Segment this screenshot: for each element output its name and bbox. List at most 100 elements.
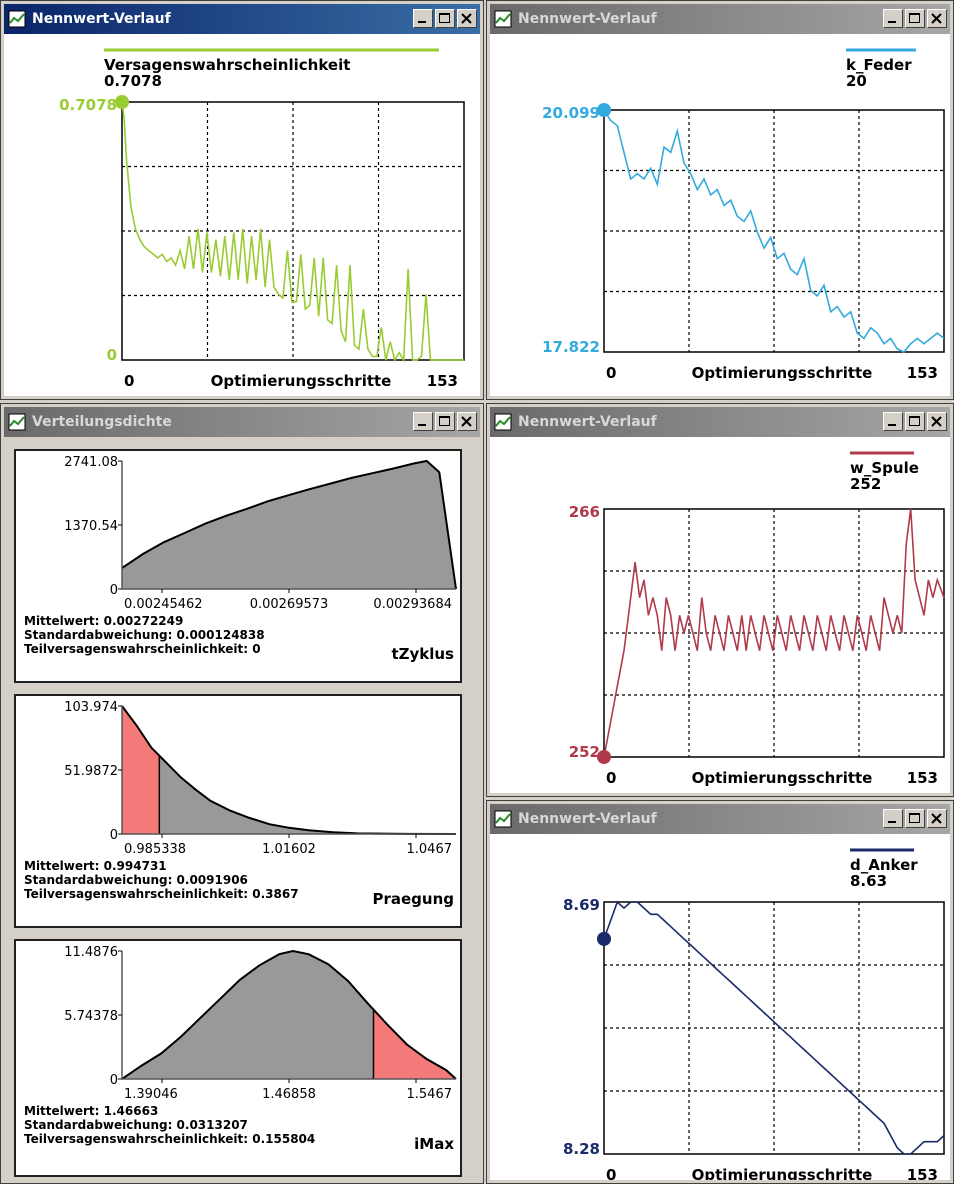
close-icon <box>931 416 942 427</box>
maximize-button[interactable] <box>905 9 925 28</box>
window-title: Nennwert-Verlauf <box>32 11 171 27</box>
x-tick-left: 0 <box>606 364 616 382</box>
failure-area <box>122 706 160 834</box>
plot-area: w_Spule 252 266 252 0 Optimierungsschritte 153 <box>490 437 950 793</box>
window-w-spule[interactable]: Nennwert-Verlauf w_Spule 252 266 252 0 Optimi… <box>486 403 954 797</box>
minimize-button[interactable] <box>883 9 903 28</box>
plot-area: Versagenswahrscheinlichkeit 0.7078 0.7078 0… <box>4 34 480 396</box>
maximize-icon <box>439 13 450 23</box>
mean-text: Mittelwert: 1.46663 <box>24 1104 158 1118</box>
close-button[interactable] <box>927 809 947 828</box>
legend-value: 8.63 <box>850 872 887 890</box>
close-icon <box>931 813 942 824</box>
density-area <box>122 461 456 589</box>
minimize-icon <box>888 821 896 823</box>
x-axis-label: Optimierungsschritte <box>692 769 873 787</box>
density-curve <box>121 949 457 1080</box>
titlebar[interactable]: Nennwert-Verlauf <box>490 407 950 437</box>
x-tick-label: 0.985338 <box>124 842 186 857</box>
window-title: Nennwert-Verlauf <box>518 811 657 827</box>
x-tick-label: 1.39046 <box>124 1087 178 1102</box>
density-curve <box>121 705 457 835</box>
titlebar[interactable]: Nennwert-Verlauf <box>4 4 480 34</box>
x-tick-right: 153 <box>907 1166 938 1182</box>
series-line <box>603 508 945 758</box>
legend-label: w_Spule <box>850 459 919 477</box>
stddev-text: Standardabweichung: 0.000124838 <box>24 628 265 642</box>
failure-area <box>373 1009 456 1079</box>
close-button[interactable] <box>927 412 947 431</box>
legend-label: k_Feder <box>846 56 912 74</box>
x-tick-left: 0 <box>606 769 616 787</box>
maximize-icon <box>909 416 920 426</box>
maximize-button[interactable] <box>905 412 925 431</box>
close-button[interactable] <box>457 9 477 28</box>
minimize-button[interactable] <box>883 412 903 431</box>
x-tick-label: 0.00293684 <box>373 597 452 612</box>
minimize-icon <box>418 424 426 426</box>
y-tick-label: 5.74378 <box>64 1009 118 1024</box>
minimize-icon <box>888 21 896 23</box>
chart-app-icon <box>8 10 26 28</box>
x-tick-left: 0 <box>606 1166 616 1182</box>
x-axis-label: Optimierungsschritte <box>211 372 392 390</box>
close-icon <box>931 13 942 24</box>
x-tick-right: 153 <box>907 769 938 787</box>
chart-app-icon <box>494 10 512 28</box>
y-tick-label: 0 <box>110 828 118 843</box>
minimize-button[interactable] <box>413 9 433 28</box>
maximize-button[interactable] <box>905 809 925 828</box>
legend-label: d_Anker <box>850 856 918 874</box>
x-tick-label: 1.01602 <box>262 842 316 857</box>
failure-probability-text: Teilversagenswahrscheinlichkeit: 0 <box>24 642 261 656</box>
y-tick-label: 11.4876 <box>64 945 118 960</box>
density-curve <box>121 459 457 590</box>
window-title: Verteilungsdichte <box>32 414 172 430</box>
minimize-button[interactable] <box>413 412 433 431</box>
y-tick-bottom: 0 <box>107 346 117 364</box>
start-marker <box>597 103 611 117</box>
density-chart-tzyklus: 2741.08 1370.54 0 0.00245462 0.00269573 0.002… <box>24 455 457 663</box>
y-tick-top: 266 <box>569 503 600 521</box>
window-d-anker[interactable]: Nennwert-Verlauf d_Anker 8.63 8.69 8.28 0 Opt… <box>486 800 954 1184</box>
y-tick-label: 51.9872 <box>64 764 118 779</box>
minimize-icon <box>888 424 896 426</box>
maximize-icon <box>909 13 920 23</box>
x-tick-label: 1.0467 <box>407 842 453 857</box>
close-button[interactable] <box>927 9 947 28</box>
close-icon <box>461 416 472 427</box>
series-line <box>603 900 945 1155</box>
window-verteilungsdichte[interactable]: Verteilungsdichte 2741.08 1370.54 0 0.00245… <box>0 403 484 1184</box>
failure-probability-text: Teilversagenswahrscheinlichkeit: 0.3867 <box>24 887 299 901</box>
y-tick-bottom: 17.822 <box>542 338 600 356</box>
chart-app-icon <box>494 810 512 828</box>
x-tick-label: 0.00269573 <box>250 597 329 612</box>
titlebar[interactable]: Nennwert-Verlauf <box>490 804 950 834</box>
y-tick-label: 103.974 <box>64 700 118 715</box>
window-k-feder[interactable]: Nennwert-Verlauf k_Feder 20 20.099 17.822 0 O… <box>486 0 954 400</box>
x-axis-label: Optimierungsschritte <box>692 364 873 382</box>
close-button[interactable] <box>457 412 477 431</box>
y-tick-label: 1370.54 <box>64 519 118 534</box>
minimize-button[interactable] <box>883 809 903 828</box>
legend-value: 252 <box>850 475 881 493</box>
start-marker <box>115 95 129 109</box>
maximize-button[interactable] <box>435 412 455 431</box>
x-tick-label: 0.00245462 <box>124 597 203 612</box>
variable-name: iMax <box>414 1135 454 1153</box>
maximize-button[interactable] <box>435 9 455 28</box>
y-tick-bottom: 252 <box>569 743 600 761</box>
density-area <box>122 951 456 1079</box>
legend-label: Versagenswahrscheinlichkeit <box>104 56 350 74</box>
titlebar[interactable]: Nennwert-Verlauf <box>490 4 950 34</box>
series-line <box>603 109 945 353</box>
y-tick-top: 8.69 <box>563 896 600 914</box>
distribution-panels: 2741.08 1370.54 0 0.00245462 0.00269573 0.002… <box>4 437 480 1180</box>
titlebar[interactable]: Verteilungsdichte <box>4 407 480 437</box>
series-line <box>121 101 464 363</box>
mean-text: Mittelwert: 0.994731 <box>24 859 167 873</box>
x-axis-label: Optimierungsschritte <box>692 1166 873 1182</box>
window-versagenswahrscheinlichkeit[interactable]: Nennwert-Verlauf Versagenswahrscheinlich… <box>0 0 484 400</box>
